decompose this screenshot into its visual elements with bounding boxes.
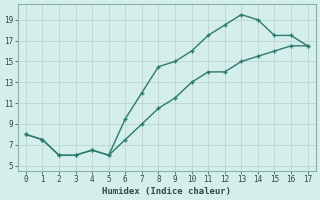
X-axis label: Humidex (Indice chaleur): Humidex (Indice chaleur) [102, 187, 231, 196]
